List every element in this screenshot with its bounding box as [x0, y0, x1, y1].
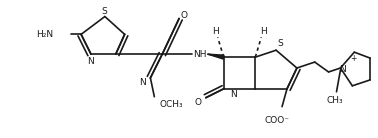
Text: NH: NH [193, 50, 207, 59]
Text: N: N [339, 66, 346, 75]
Text: N: N [87, 57, 93, 66]
Text: OCH₃: OCH₃ [160, 100, 183, 109]
Text: S: S [101, 7, 107, 16]
Text: O: O [181, 11, 187, 20]
Text: H₂N: H₂N [36, 30, 53, 39]
Text: S: S [277, 39, 283, 48]
Polygon shape [208, 54, 224, 59]
Text: H: H [212, 27, 219, 36]
Text: N: N [230, 90, 237, 99]
Text: H: H [260, 27, 266, 36]
Text: O: O [194, 98, 201, 107]
Text: CH₃: CH₃ [326, 96, 343, 105]
Text: N: N [139, 78, 146, 87]
Text: COO⁻: COO⁻ [265, 116, 290, 125]
Text: +: + [350, 54, 356, 63]
